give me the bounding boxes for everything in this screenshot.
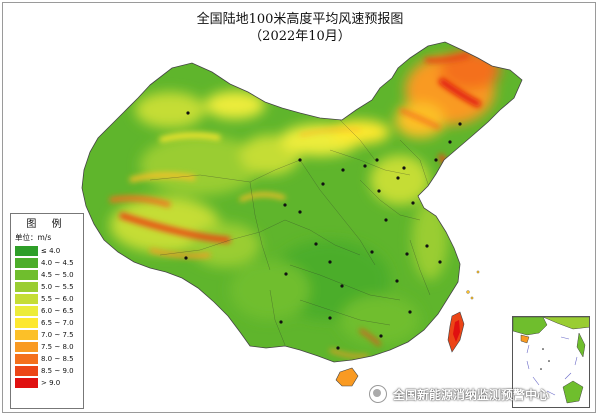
map-title: 全国陆地100米高度平均风速预报图 [196,12,404,27]
legend-swatch [15,258,38,268]
legend-item: 8.0 ~ 8.5 [15,353,83,365]
province-boundaries [149,119,441,346]
legend-item: 6.0 ~ 6.5 [15,305,83,317]
legend-swatch [15,246,38,256]
legend-label: > 9.0 [41,379,61,387]
map-subtitle: （2022年10月） [249,29,351,44]
legend-label: 5.5 ~ 6.0 [41,295,74,303]
city-markers [184,111,462,350]
legend-label: 4.5 ~ 5.0 [41,271,74,279]
legend-label: 6.0 ~ 6.5 [41,307,74,315]
south-china-sea-inset [512,316,590,408]
hainan [335,367,359,387]
legend-unit: 单位：m/s [15,233,52,242]
legend-swatch [15,306,38,316]
map-frame [2,2,596,413]
wechat-logo-icon [369,385,387,403]
legend-item: 5.0 ~ 5.5 [15,281,83,293]
legend-item: 4.5 ~ 5.0 [15,269,83,281]
legend-label: 8.0 ~ 8.5 [41,355,74,363]
legend-item: 8.5 ~ 9.0 [15,365,83,377]
legend-swatch [15,378,38,388]
legend-item: 5.5 ~ 6.0 [15,293,83,305]
legend-label: ≤ 4.0 [41,247,61,255]
legend-item: 4.0 ~ 4.5 [15,257,83,269]
legend-swatch [15,318,38,328]
xinjiang-zone [140,135,260,195]
legend-swatch [15,294,38,304]
watermark-text: 全国新能源消纳监测预警中心 [393,387,550,402]
legend-swatch [15,330,38,340]
legend-swatch [15,366,38,376]
watermark: 全国新能源消纳监测预警中心 [369,384,549,404]
legend-swatch [15,342,38,352]
legend-item: > 9.0 [15,377,83,389]
legend-label: 4.0 ~ 4.5 [41,259,74,267]
legend-label: 7.0 ~ 7.5 [41,331,74,339]
legend-item: 6.5 ~ 7.0 [15,317,83,329]
legend-swatch [15,282,38,292]
legend-swatch [15,270,38,280]
legend-item: ≤ 4.0 [15,245,83,257]
legend-label: 5.0 ~ 5.5 [41,283,74,291]
legend: 图 例 单位：m/s ≤ 4.0 4.0 ~ 4.5 4.5 ~ 5.0 5.0 ~ … [10,213,84,409]
legend-label: 8.5 ~ 9.0 [41,367,74,375]
legend-item: 7.0 ~ 7.5 [15,329,83,341]
legend-heading: 图 例 [26,219,68,230]
legend-label: 7.5 ~ 8.0 [41,343,74,351]
legend-label: 6.5 ~ 7.0 [41,319,74,327]
legend-item: 7.5 ~ 8.0 [15,341,83,353]
legend-swatch [15,354,38,364]
